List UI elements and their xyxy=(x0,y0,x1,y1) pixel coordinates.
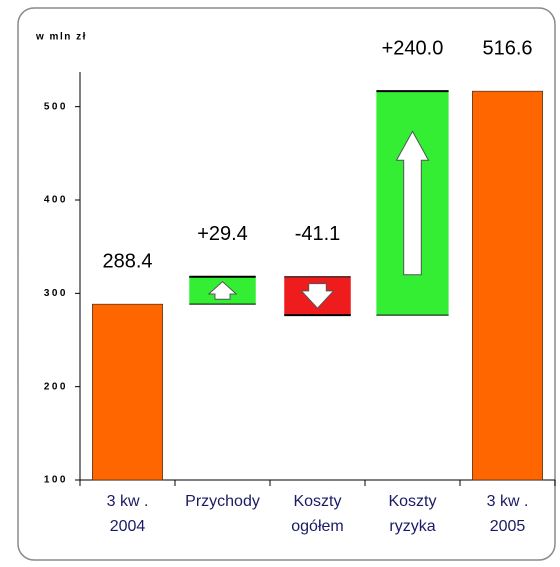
x-tick-label: Koszty xyxy=(293,493,341,510)
bar xyxy=(472,90,543,481)
arrow xyxy=(395,130,430,276)
arrow xyxy=(300,283,335,309)
value-label: -41.1 xyxy=(295,223,341,245)
x-tick-label: ryzyka xyxy=(389,518,435,535)
x-tick-label: Koszty xyxy=(388,493,436,510)
y-tick-label: 400 xyxy=(44,195,68,206)
y-axis-label: w mln zł xyxy=(35,32,87,43)
y-tick-label: 200 xyxy=(44,381,68,392)
y-tick-label: 300 xyxy=(44,288,68,299)
bar xyxy=(92,303,163,481)
x-tick-label: 3 kw . xyxy=(107,493,149,510)
value-label: 288.4 xyxy=(102,250,152,272)
y-tick-label: 100 xyxy=(44,475,68,486)
x-tick-label: 2005 xyxy=(490,518,526,535)
x-tick-label: 3 kw . xyxy=(487,493,529,510)
value-label: +240.0 xyxy=(382,37,444,59)
x-tick-label: 2004 xyxy=(110,518,146,535)
value-label: 516.6 xyxy=(482,37,532,59)
value-label: +29.4 xyxy=(197,223,248,245)
y-tick-label: 500 xyxy=(44,101,68,112)
arrow xyxy=(207,280,238,300)
x-tick-label: Przychody xyxy=(185,493,260,510)
x-tick-label: ogółem xyxy=(291,518,343,535)
